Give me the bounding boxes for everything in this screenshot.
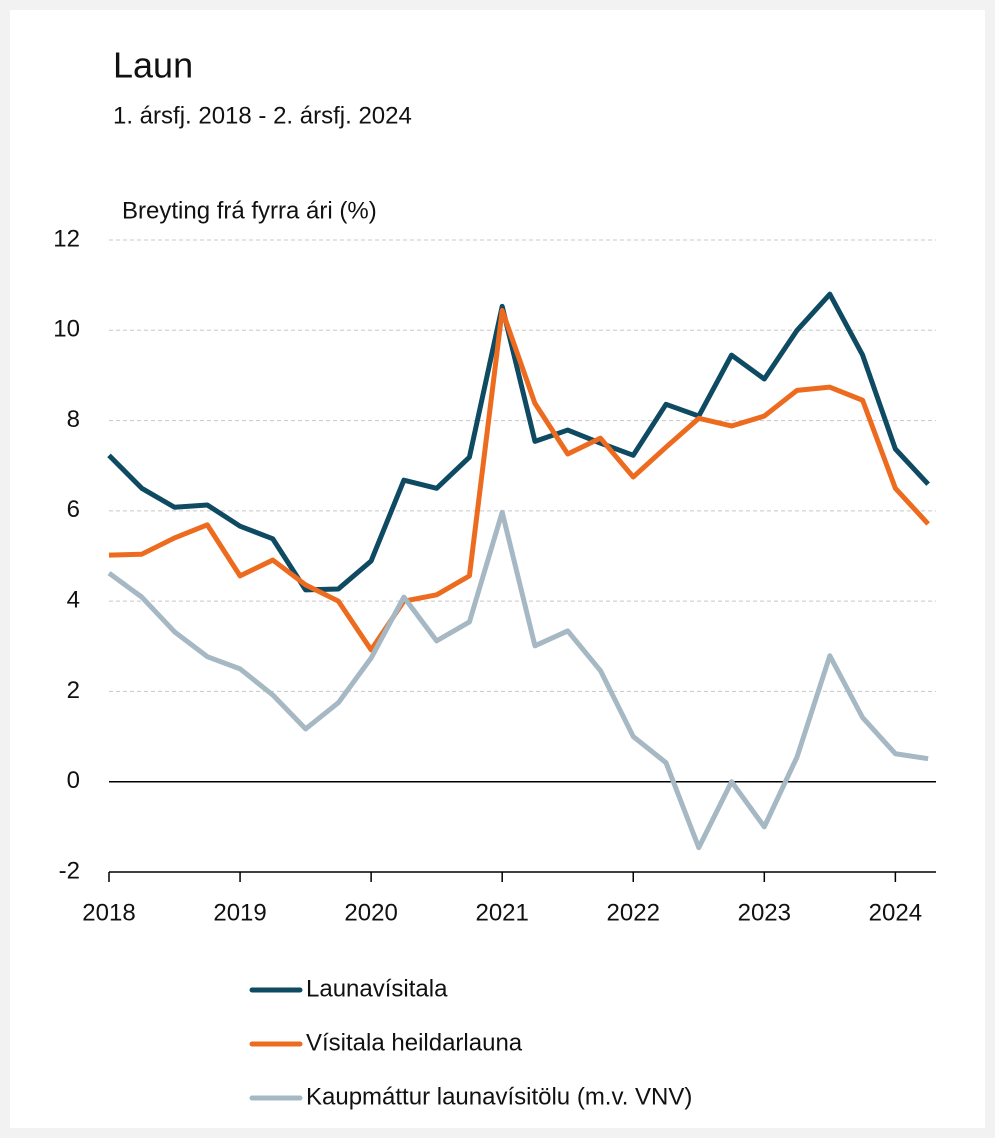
x-tick-label: 2020 xyxy=(344,899,397,926)
x-tick-label: 2021 xyxy=(475,899,528,926)
y-tick-label: 6 xyxy=(67,496,80,523)
x-tick-label: 2022 xyxy=(607,899,660,926)
y-axis-label: Breyting frá fyrra ári (%) xyxy=(122,197,377,224)
y-tick-label: 0 xyxy=(67,767,80,794)
series-line xyxy=(107,291,930,593)
series-line xyxy=(107,509,929,851)
y-tick-label: 2 xyxy=(67,677,80,704)
legend-label: Kaupmáttur launavísitölu (m.v. VNV) xyxy=(306,1083,692,1110)
legend-label: Vísitala heildarlauna xyxy=(306,1029,523,1056)
y-tick-label: -2 xyxy=(59,857,80,884)
panel xyxy=(10,10,985,1128)
x-tick-label: 2018 xyxy=(82,899,135,926)
y-tick-label: 12 xyxy=(53,225,80,252)
y-tick-label: 4 xyxy=(67,586,80,613)
x-tick-label: 2023 xyxy=(738,899,791,926)
y-tick-label: 10 xyxy=(53,316,80,343)
x-tick-label: 2019 xyxy=(213,899,266,926)
chart-subtitle: 1. ársfj. 2018 - 2. ársfj. 2024 xyxy=(113,102,412,129)
x-tick-label: 2024 xyxy=(869,899,922,926)
chart-title: Laun xyxy=(113,45,193,86)
y-tick-label: 8 xyxy=(67,406,80,433)
legend-label: Launavísitala xyxy=(306,975,448,1002)
series-line xyxy=(108,307,930,653)
